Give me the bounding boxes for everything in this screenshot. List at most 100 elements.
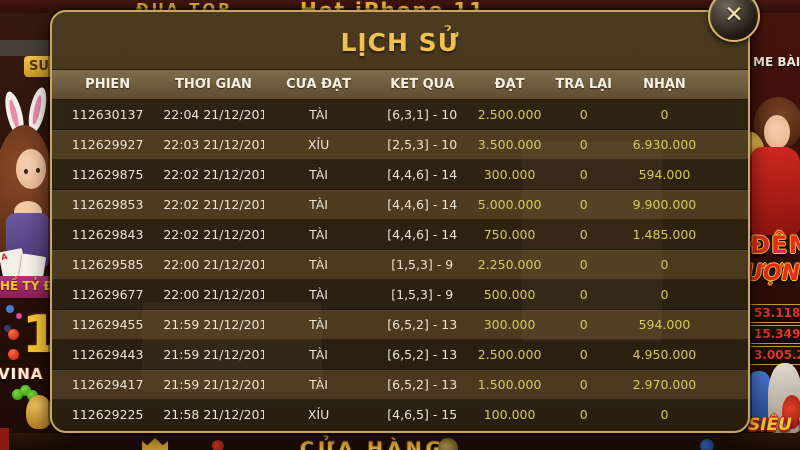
bunny-girl-face bbox=[16, 149, 46, 189]
cell-received: 594.000 bbox=[638, 317, 691, 332]
jackpot-value-1: 53.118.0 bbox=[748, 304, 800, 323]
cell-bet: 1.500.000 bbox=[477, 377, 542, 392]
cell-bet: 2.250.000 bbox=[477, 257, 542, 272]
history-row: 112629455 21:59 21/12/2019 TÀI [6,5,2] -… bbox=[52, 310, 748, 340]
cell-result: [6,5,2] - 13 bbox=[387, 317, 458, 332]
colon-dot bbox=[8, 349, 19, 360]
cell-side: TÀI bbox=[309, 347, 328, 362]
card-rank: A bbox=[0, 251, 9, 263]
cell-result: [6,3,1] - 10 bbox=[387, 107, 458, 122]
background-bleed bbox=[142, 302, 322, 392]
cell-result: [6,5,2] - 13 bbox=[387, 347, 458, 362]
history-row: 112629677 22:00 21/12/2019 TÀI [1,5,3] -… bbox=[52, 280, 748, 310]
cell-session: 112629843 bbox=[71, 227, 144, 242]
hot-iphone-label: Hot iPhone 11 bbox=[300, 0, 486, 13]
blue-badge-icon bbox=[700, 439, 714, 450]
cell-side: TÀI bbox=[309, 317, 328, 332]
lobby-bottom-bar: CỬA HÀNG bbox=[0, 433, 800, 450]
cell-result: [2,5,3] - 10 bbox=[387, 137, 458, 152]
cell-time: 22:00 21/12/2019 bbox=[163, 257, 263, 272]
cell-bet: 750.000 bbox=[483, 227, 536, 242]
gold-coin-icon bbox=[26, 395, 52, 429]
cell-session: 112629677 bbox=[71, 287, 144, 302]
cell-result: [4,4,6] - 14 bbox=[387, 227, 458, 242]
cell-session: 112629875 bbox=[71, 167, 144, 182]
history-row: 112629843 22:02 21/12/2019 TÀI [4,4,6] -… bbox=[52, 220, 748, 250]
cell-time: 21:59 21/12/2019 bbox=[163, 317, 263, 332]
history-modal: LỊCH SỬ PHIÊN THỜI GIAN CỬA ĐẶT KẾT QUẢ … bbox=[50, 10, 750, 433]
cell-bet: 5.000.000 bbox=[477, 197, 542, 212]
column-header-bet: ĐẶT bbox=[494, 77, 525, 92]
dem-promo-text: ĐÊM bbox=[750, 231, 800, 259]
crown-icon bbox=[142, 438, 168, 450]
column-header-received: NHẬN bbox=[643, 77, 686, 92]
cell-side: XỈU bbox=[307, 137, 330, 152]
close-button[interactable]: ✕ bbox=[708, 0, 760, 42]
red-character bbox=[782, 395, 800, 429]
column-header-refund: TRẢ LẠI bbox=[555, 77, 613, 92]
blue-character bbox=[748, 371, 770, 431]
cell-side: TÀI bbox=[309, 107, 328, 122]
cell-side: TÀI bbox=[309, 167, 328, 182]
event-tab-partial[interactable]: SU bbox=[24, 56, 52, 77]
uong-promo-text: ƯỢNG bbox=[748, 261, 800, 286]
jackpot-value-2: 15.349.8 bbox=[748, 325, 800, 344]
cell-time: 21:59 21/12/2019 bbox=[163, 377, 263, 392]
cell-received: 1.485.000 bbox=[632, 227, 697, 242]
dua-top-label: ĐUA TOP bbox=[136, 0, 233, 13]
history-row: 112629853 22:02 21/12/2019 TÀI [4,4,6] -… bbox=[52, 190, 748, 220]
cell-time: 22:00 21/12/2019 bbox=[163, 287, 263, 302]
cell-side: TÀI bbox=[309, 377, 328, 392]
cell-session: 112629455 bbox=[71, 317, 144, 332]
cell-result: [1,5,3] - 9 bbox=[391, 257, 454, 272]
sieu-promo-text: SIÊU V bbox=[748, 415, 800, 435]
cell-side: XỈU bbox=[307, 407, 330, 422]
cell-session: 112629585 bbox=[71, 257, 144, 272]
cell-bet: 300.000 bbox=[483, 167, 536, 182]
cell-received: 0 bbox=[660, 407, 669, 422]
cell-result: [6,5,2] - 13 bbox=[387, 377, 458, 392]
confetti-dot bbox=[16, 313, 22, 319]
cell-time: 22:04 21/12/2019 bbox=[163, 107, 263, 122]
cell-session: 112629417 bbox=[71, 377, 144, 392]
cell-bet: 2.500.000 bbox=[477, 347, 542, 362]
cell-result: [4,6,5] - 15 bbox=[387, 407, 458, 422]
cell-refund: 0 bbox=[579, 317, 588, 332]
cell-received: 2.970.000 bbox=[632, 377, 697, 392]
cell-received: 0 bbox=[660, 287, 669, 302]
cell-bet: 500.000 bbox=[483, 287, 536, 302]
close-icon: ✕ bbox=[724, 2, 744, 28]
history-row: 112629225 21:58 21/12/2019 XỈU [4,6,5] -… bbox=[52, 400, 748, 430]
history-table-body: 112630137 22:04 21/12/2019 TÀI [6,3,1] -… bbox=[52, 100, 748, 430]
history-row: 112629927 22:03 21/12/2019 XỈU [2,5,3] -… bbox=[52, 130, 748, 160]
cell-time: 22:02 21/12/2019 bbox=[163, 227, 263, 242]
cell-received: 0 bbox=[660, 107, 669, 122]
eye-dot bbox=[36, 168, 40, 173]
cell-session: 112629853 bbox=[71, 197, 144, 212]
column-header-result: KẾT QUẢ bbox=[390, 77, 455, 92]
cell-side: TÀI bbox=[309, 227, 328, 242]
cell-refund: 0 bbox=[579, 107, 588, 122]
eye-dot bbox=[24, 169, 28, 174]
cell-refund: 0 bbox=[579, 197, 588, 212]
jackpot-value-3: 3.005.2 bbox=[748, 346, 800, 365]
cell-time: 22:02 21/12/2019 bbox=[163, 167, 263, 182]
colon-dot bbox=[8, 329, 19, 340]
cell-session: 112630137 bbox=[71, 107, 144, 122]
game-bai-label-partial: ME BÀI bbox=[753, 55, 800, 69]
history-row: 112629443 21:59 21/12/2019 TÀI [6,5,2] -… bbox=[52, 340, 748, 370]
cell-time: 21:58 21/12/2019 bbox=[163, 407, 263, 422]
red-badge-icon bbox=[212, 440, 224, 450]
cell-received: 4.950.000 bbox=[632, 347, 697, 362]
history-row: 112629875 22:02 21/12/2019 TÀI [4,4,6] -… bbox=[52, 160, 748, 190]
left-gray-band bbox=[0, 40, 52, 56]
column-header-session: PHIÊN bbox=[85, 77, 131, 92]
vina-logo-text: VINA - bbox=[0, 365, 52, 383]
cell-side: TÀI bbox=[309, 287, 328, 302]
cell-received: 0 bbox=[660, 257, 669, 272]
cell-bet: 2.500.000 bbox=[477, 107, 542, 122]
red-dress-girl-face bbox=[764, 115, 790, 149]
history-table-header: PHIÊN THỜI GIAN CỬA ĐẶT KẾT QUẢ ĐẶT TRẢ … bbox=[52, 69, 748, 100]
cell-received: 9.900.000 bbox=[632, 197, 697, 212]
